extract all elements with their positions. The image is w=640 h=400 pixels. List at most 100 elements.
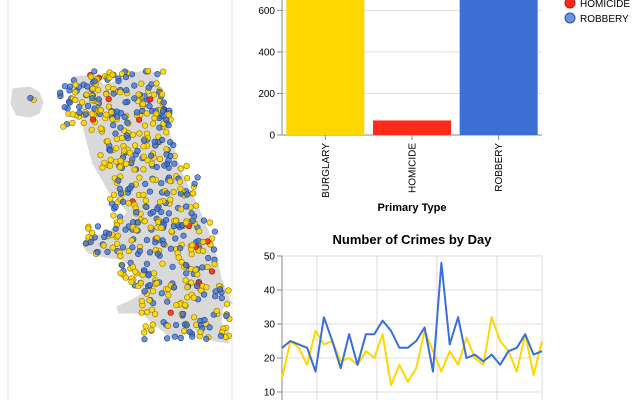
crime-point-burglary[interactable] [117, 218, 124, 225]
crime-point-robbery[interactable] [143, 237, 150, 244]
crime-point-robbery[interactable] [172, 235, 179, 242]
crime-point-burglary[interactable] [225, 287, 232, 294]
crime-point-robbery[interactable] [119, 262, 126, 269]
crime-point-burglary[interactable] [196, 228, 203, 235]
line-series-robbery[interactable] [281, 261, 543, 373]
crime-point-burglary[interactable] [150, 91, 158, 98]
crime-point-robbery[interactable] [146, 249, 154, 256]
crime-point-robbery[interactable] [158, 290, 165, 297]
crime-point-burglary[interactable] [144, 67, 152, 74]
crime-point-burglary[interactable] [192, 266, 199, 274]
crime-point-burglary[interactable] [142, 323, 149, 330]
crime-point-robbery[interactable] [182, 261, 189, 269]
crime-point-robbery[interactable] [152, 239, 159, 246]
crime-point-burglary[interactable] [160, 68, 167, 75]
crime-point-burglary[interactable] [224, 301, 231, 308]
crime-point-robbery[interactable] [123, 132, 130, 139]
crime-point-homicide[interactable] [105, 95, 112, 103]
crime-point-burglary[interactable] [199, 247, 207, 254]
crime-point-robbery[interactable] [141, 288, 148, 295]
crime-point-robbery[interactable] [146, 282, 153, 289]
crime-point-burglary[interactable] [141, 122, 149, 129]
crime-point-burglary[interactable] [103, 90, 110, 98]
crime-point-robbery[interactable] [201, 291, 208, 298]
crime-point-robbery[interactable] [57, 89, 64, 96]
crime-point-burglary[interactable] [165, 292, 172, 299]
crime-point-robbery[interactable] [145, 272, 152, 279]
crime-point-robbery[interactable] [87, 239, 94, 246]
crime-point-burglary[interactable] [190, 190, 197, 197]
crime-point-robbery[interactable] [121, 113, 128, 121]
crime-point-robbery[interactable] [89, 94, 96, 102]
crime-point-burglary[interactable] [69, 111, 76, 118]
crime-point-burglary[interactable] [177, 165, 184, 172]
crime-point-burglary[interactable] [175, 254, 182, 261]
crime-point-burglary[interactable] [125, 247, 132, 255]
crime-point-robbery[interactable] [191, 180, 198, 187]
crime-point-robbery[interactable] [183, 322, 190, 329]
crime-map[interactable] [9, 67, 235, 345]
crime-point-burglary[interactable] [114, 240, 121, 247]
crime-point-burglary[interactable] [113, 135, 120, 143]
crime-point-robbery[interactable] [161, 162, 168, 169]
crime-point-robbery[interactable] [66, 99, 73, 106]
crime-point-homicide[interactable] [89, 116, 97, 123]
crime-point-burglary[interactable] [142, 197, 149, 204]
crime-point-robbery[interactable] [114, 113, 121, 120]
crime-point-burglary[interactable] [113, 145, 120, 152]
crime-point-burglary[interactable] [150, 288, 157, 295]
crime-point-burglary[interactable] [109, 244, 116, 251]
crime-point-burglary[interactable] [190, 294, 197, 301]
crime-point-burglary[interactable] [206, 219, 213, 226]
crime-point-robbery[interactable] [154, 70, 161, 78]
crime-point-robbery[interactable] [66, 83, 74, 90]
crime-point-burglary[interactable] [105, 103, 113, 110]
crime-point-robbery[interactable] [189, 217, 196, 224]
crime-point-robbery[interactable] [76, 103, 83, 110]
crime-point-burglary[interactable] [118, 135, 125, 142]
crime-point-robbery[interactable] [127, 185, 134, 192]
crime-point-robbery[interactable] [189, 333, 196, 340]
crime-point-burglary[interactable] [159, 260, 166, 267]
crime-point-homicide[interactable] [208, 268, 216, 275]
crime-point-burglary[interactable] [83, 91, 90, 98]
crime-point-burglary[interactable] [181, 327, 188, 335]
crime-point-robbery[interactable] [141, 336, 148, 343]
crime-point-burglary[interactable] [87, 73, 95, 80]
crime-point-burglary[interactable] [135, 91, 142, 98]
crime-point-robbery[interactable] [206, 324, 213, 331]
crime-point-robbery[interactable] [117, 124, 124, 131]
crime-point-robbery[interactable] [119, 244, 127, 251]
crime-point-burglary[interactable] [143, 110, 150, 117]
crime-point-robbery[interactable] [27, 94, 34, 102]
crime-point-burglary[interactable] [128, 278, 135, 286]
crime-point-robbery[interactable] [122, 99, 129, 106]
crime-point-burglary[interactable] [184, 294, 191, 301]
line-series-burglary[interactable] [281, 316, 543, 387]
crime-point-burglary[interactable] [117, 270, 124, 277]
crime-point-burglary[interactable] [138, 298, 145, 305]
crime-point-burglary[interactable] [172, 217, 179, 224]
crime-point-burglary[interactable] [88, 126, 95, 133]
crime-point-burglary[interactable] [72, 81, 79, 88]
crime-point-robbery[interactable] [119, 198, 127, 205]
crime-point-burglary[interactable] [147, 224, 154, 231]
crime-point-burglary[interactable] [97, 106, 104, 114]
crime-point-robbery[interactable] [160, 99, 167, 106]
crime-point-burglary[interactable] [156, 198, 164, 205]
crime-point-burglary[interactable] [122, 274, 129, 281]
crime-point-burglary[interactable] [97, 125, 104, 132]
bar-burglary[interactable] [286, 0, 365, 135]
crime-point-burglary[interactable] [89, 229, 96, 236]
crime-point-burglary[interactable] [163, 146, 170, 153]
crime-point-robbery[interactable] [165, 157, 172, 164]
crime-point-robbery[interactable] [211, 228, 218, 235]
crime-point-robbery[interactable] [159, 107, 167, 115]
crime-point-burglary[interactable] [146, 297, 153, 304]
crime-point-burglary[interactable] [152, 311, 159, 318]
crime-point-robbery[interactable] [91, 234, 98, 241]
crime-point-robbery[interactable] [115, 177, 122, 184]
crime-point-burglary[interactable] [153, 80, 160, 87]
crime-point-burglary[interactable] [107, 156, 114, 163]
crime-point-robbery[interactable] [153, 164, 160, 171]
